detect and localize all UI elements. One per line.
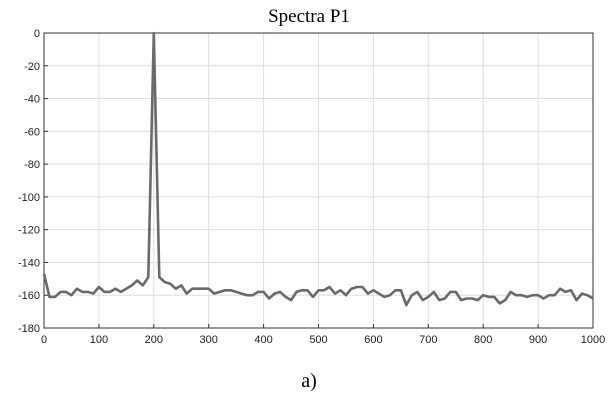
y-tick-label: 0	[34, 28, 40, 40]
x-tick-label: 500	[309, 334, 327, 346]
x-tick-label: 0	[41, 334, 47, 346]
x-tick-label: 200	[145, 334, 163, 346]
y-tick-label: -80	[24, 159, 40, 171]
x-tick-label: 700	[419, 334, 437, 346]
y-tick-label: -20	[24, 61, 40, 73]
x-tick-label: 100	[90, 334, 108, 346]
series-line	[42, 31, 594, 307]
x-tick-label: 600	[364, 334, 382, 346]
y-tick-label: -140	[18, 257, 40, 269]
x-tick-label: 400	[254, 334, 272, 346]
y-tick-label: -180	[18, 323, 40, 335]
x-tick-label: 900	[529, 334, 547, 346]
series-layer	[42, 31, 594, 307]
axis-ticks: 0 100 200 300 400 500 600 700 800 900 1000 0 -20 -40 -…	[18, 28, 605, 346]
figure-caption: a)	[301, 370, 317, 392]
x-tick-label: 300	[200, 334, 218, 346]
y-tick-label: -60	[24, 126, 40, 138]
x-tick-label: 1000	[581, 334, 605, 346]
chart-title: Spectra P1	[268, 6, 350, 27]
y-tick-label: -100	[18, 192, 40, 204]
x-tick-label: 800	[474, 334, 492, 346]
y-tick-label: -160	[18, 290, 40, 302]
grid-lines	[43, 32, 594, 329]
y-tick-label: -40	[24, 94, 40, 106]
y-tick-label: -120	[18, 225, 40, 237]
